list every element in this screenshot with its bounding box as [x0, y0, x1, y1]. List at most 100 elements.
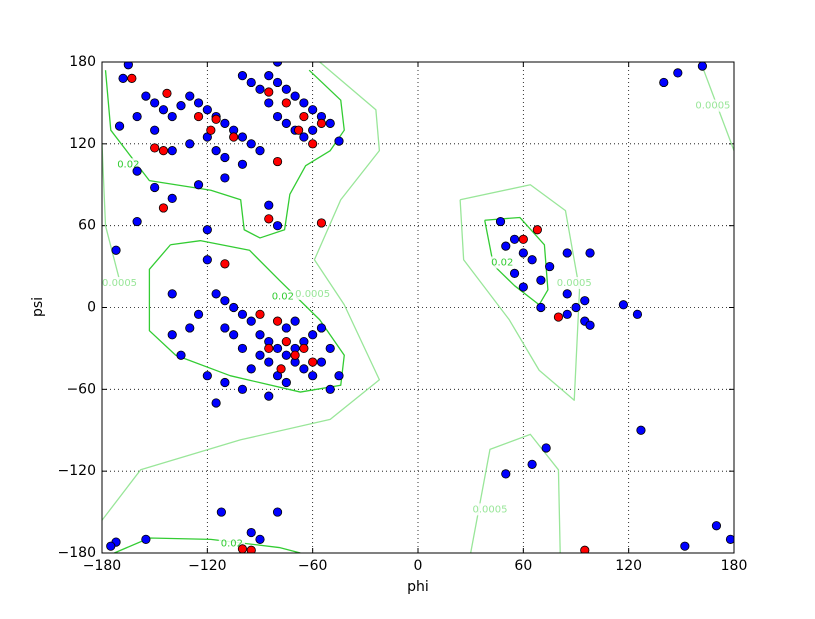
- point: [193, 309, 204, 319]
- x-tick-label: 60: [514, 558, 532, 574]
- point: [518, 282, 528, 292]
- point: [246, 364, 256, 374]
- label-bg: [293, 287, 333, 300]
- point: [229, 132, 239, 142]
- y-tick-label: 0: [87, 300, 96, 316]
- contour-line: [148, 240, 345, 393]
- point: [176, 350, 186, 360]
- point: [299, 132, 309, 142]
- point: [237, 384, 248, 394]
- point: [580, 296, 590, 306]
- point: [527, 255, 537, 265]
- point: [264, 98, 274, 108]
- plot-frame: [101, 61, 735, 554]
- contour-label: 0.02: [491, 257, 513, 268]
- contour-line: [102, 143, 121, 281]
- point: [132, 111, 142, 122]
- label-bg: [218, 537, 246, 550]
- contour-label: 0.0005: [557, 278, 592, 289]
- point: [255, 146, 265, 156]
- contour-line: [484, 216, 549, 306]
- point: [255, 534, 265, 544]
- point: [237, 159, 248, 169]
- point: [325, 118, 335, 128]
- point: [150, 98, 160, 108]
- point: [272, 62, 283, 67]
- point: [711, 521, 722, 531]
- point: [246, 545, 256, 553]
- point: [185, 323, 195, 333]
- contour-label: 0.0005: [472, 504, 507, 515]
- point: [281, 98, 291, 108]
- point: [290, 91, 300, 101]
- point: [725, 534, 734, 544]
- point: [334, 371, 344, 381]
- point: [127, 73, 137, 83]
- point: [536, 302, 546, 313]
- point: [246, 139, 256, 149]
- point: [111, 245, 121, 255]
- point: [202, 105, 212, 115]
- point: [264, 214, 274, 224]
- point: [281, 84, 291, 94]
- point: [255, 309, 265, 319]
- point: [334, 136, 344, 146]
- label-bg: [693, 99, 733, 112]
- point: [162, 88, 172, 98]
- point: [501, 469, 511, 479]
- point: [237, 132, 248, 142]
- point: [294, 125, 304, 135]
- contour-label: 0.02: [117, 159, 139, 170]
- contour-line: [114, 537, 301, 553]
- point: [237, 71, 248, 81]
- point: [150, 125, 160, 135]
- point: [118, 73, 128, 83]
- point: [255, 330, 265, 340]
- point: [495, 216, 506, 227]
- point: [220, 377, 230, 388]
- point: [246, 527, 256, 538]
- point: [272, 343, 283, 354]
- point: [585, 248, 595, 258]
- label-bg: [489, 256, 516, 269]
- x-tick-label: 180: [721, 558, 748, 574]
- point: [316, 218, 327, 228]
- point: [299, 364, 309, 374]
- point: [272, 156, 283, 167]
- point: [272, 77, 283, 88]
- point: [308, 105, 318, 115]
- label-bg: [470, 503, 510, 516]
- point: [211, 398, 221, 408]
- point: [167, 289, 177, 299]
- point: [680, 541, 690, 551]
- point: [518, 248, 528, 258]
- point: [123, 62, 133, 70]
- point: [220, 152, 230, 163]
- point: [220, 296, 230, 306]
- point: [316, 357, 327, 367]
- point: [193, 180, 204, 190]
- point: [264, 87, 274, 97]
- contour-label: 0.0005: [295, 289, 330, 300]
- point: [237, 309, 248, 319]
- point: [281, 118, 291, 128]
- point: [308, 125, 318, 135]
- point: [167, 193, 177, 203]
- point: [571, 302, 581, 313]
- point: [276, 364, 286, 374]
- point: [299, 111, 309, 122]
- label-bg: [554, 276, 594, 289]
- point: [158, 105, 169, 115]
- point: [545, 261, 555, 272]
- point: [308, 371, 318, 381]
- contour-label: 0.02: [221, 538, 243, 549]
- point: [202, 371, 212, 381]
- point: [185, 139, 195, 149]
- contour-line: [459, 184, 581, 401]
- point: [141, 534, 151, 544]
- contour-label: 0.0005: [695, 101, 730, 112]
- point: [150, 182, 160, 193]
- point: [518, 234, 528, 244]
- point: [167, 111, 177, 122]
